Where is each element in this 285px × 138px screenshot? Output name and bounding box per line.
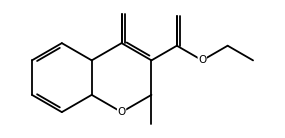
Text: O: O	[117, 107, 126, 117]
Text: O: O	[198, 55, 206, 65]
